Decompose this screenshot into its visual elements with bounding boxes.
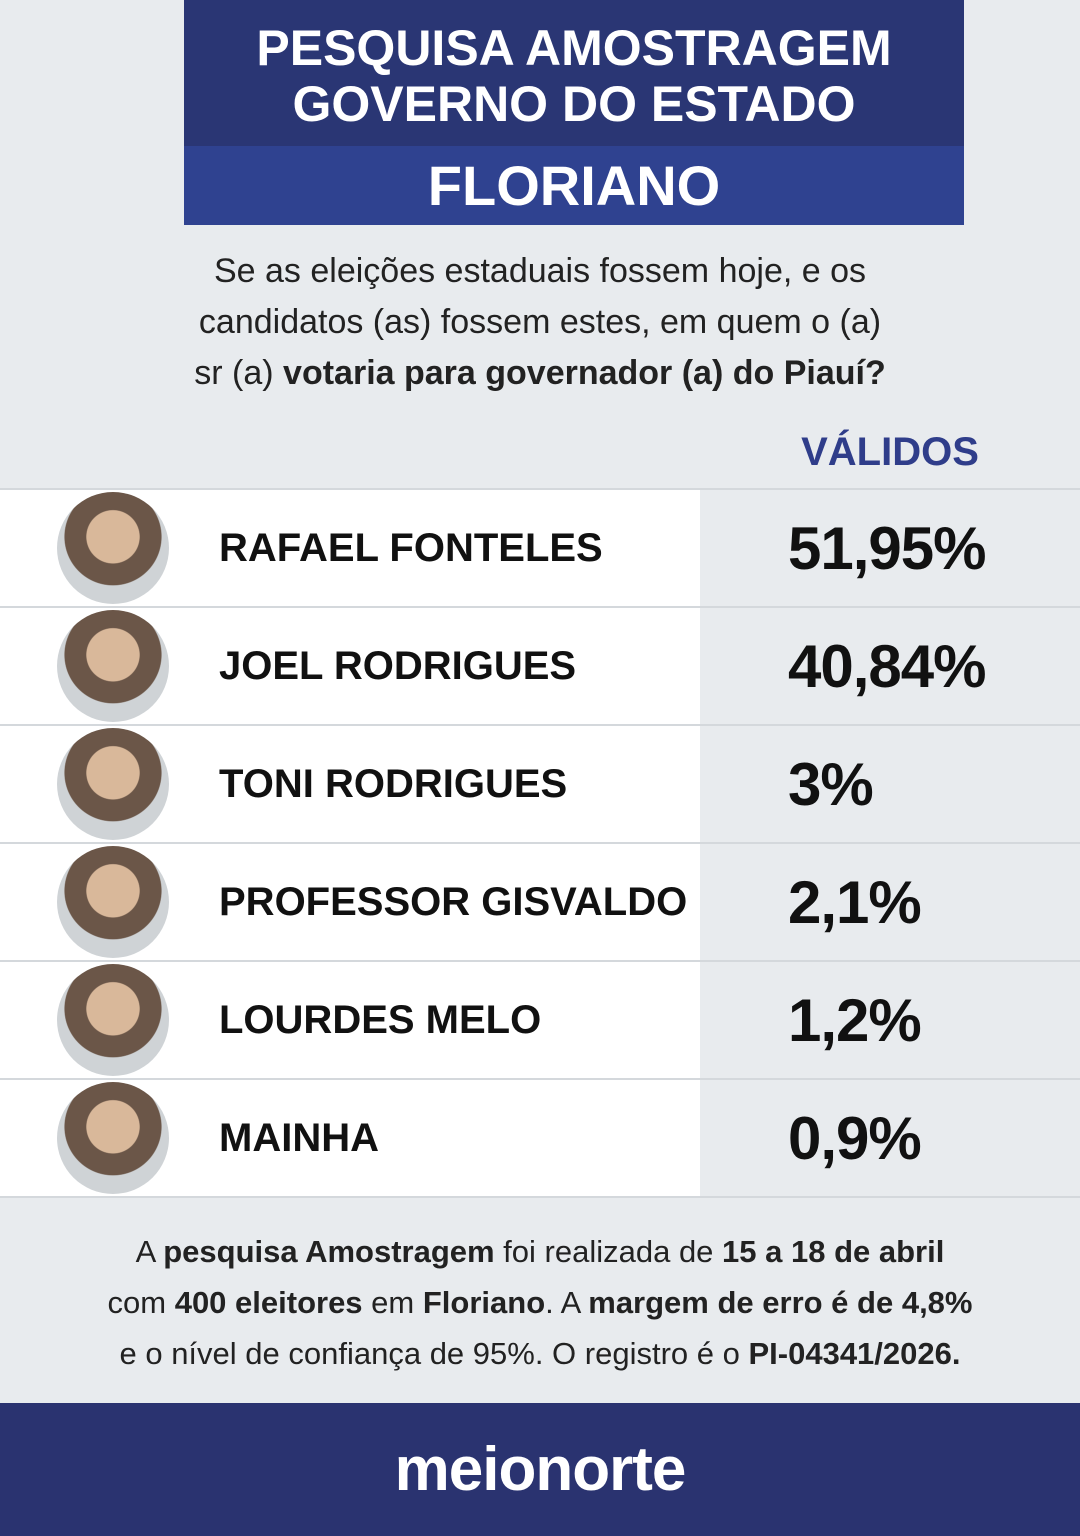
text: A [135,1234,164,1269]
candidate-photo [57,1082,169,1194]
candidate-name: MAINHA [219,1115,379,1160]
text: Se as eleições estaduais fossem hoje, e … [213,252,867,290]
text: foi realizada de [494,1234,723,1269]
candidate-name: JOEL RODRIGUES [219,643,577,688]
text: e o nível de confiança de 95%. O registr… [119,1336,749,1371]
text-line: Se as eleições estaduais fossem hoje, e … [0,246,1080,297]
percentage: 3% [788,750,874,818]
candidate-photo [57,846,169,958]
candidate-name: RAFAEL FONTELES [219,525,603,570]
name-cell: MAINHA [0,1080,700,1196]
candidate-photo [57,964,169,1076]
value-cell: 51,95% [700,490,1080,606]
results-table: RAFAEL FONTELES 51,95% JOEL RODRIGUES 40,84… [0,488,1080,1198]
candidate-name: PROFESSOR GISVALDO [219,879,688,924]
value-cell: 40,84% [700,608,1080,724]
text-line: A pesquisa Amostragem foi realizada de 1… [0,1226,1080,1277]
name-cell: LOURDES MELO [0,962,700,1078]
percentage: 0,9% [788,1104,922,1172]
bold-text: margem de erro é de 4,8% [588,1285,973,1320]
text: sr (a) [194,354,284,392]
bold-text: PI-04341/2026. [748,1336,961,1371]
header: PESQUISA AMOSTRAGEM GOVERNO DO ESTADO FL… [184,0,964,225]
table-row: MAINHA 0,9% [0,1078,1080,1198]
bold-text: pesquisa Amostragem [163,1234,495,1269]
text: com [107,1285,175,1320]
name-cell: RAFAEL FONTELES [0,490,700,606]
title-line: PESQUISA AMOSTRAGEM [256,20,892,76]
candidate-name: LOURDES MELO [219,997,542,1042]
header-city: FLORIANO [184,146,964,225]
value-cell: 0,9% [700,1080,1080,1196]
candidate-photo [57,492,169,604]
footer: meionorte [0,1403,1080,1536]
bold-text: 15 a 18 de abril [722,1234,945,1269]
name-cell: TONI RODRIGUES [0,726,700,842]
value-cell: 3% [700,726,1080,842]
table-row: TONI RODRIGUES 3% [0,724,1080,842]
name-cell: PROFESSOR GISVALDO [0,844,700,960]
text: . A [545,1285,589,1320]
value-cell: 2,1% [700,844,1080,960]
percentage: 1,2% [788,986,922,1054]
percentage: 51,95% [788,514,986,582]
text: candidatos (as) fossem estes, em quem o … [198,303,882,341]
name-cell: JOEL RODRIGUES [0,608,700,724]
text-line: sr (a) votaria para governador (a) do Pi… [0,348,1080,399]
text-line: com 400 eleitores em Floriano. A margem … [0,1277,1080,1328]
table-row: LOURDES MELO 1,2% [0,960,1080,1078]
question: Se as eleições estaduais fossem hoje, e … [0,246,1080,399]
text: em [362,1285,423,1320]
candidate-name: TONI RODRIGUES [219,761,568,806]
footnote: A pesquisa Amostragem foi realizada de 1… [0,1226,1080,1379]
title-line: GOVERNO DO ESTADO [292,76,856,132]
bold-text: 400 eleitores [174,1285,363,1320]
table-row: JOEL RODRIGUES 40,84% [0,606,1080,724]
bold-text: Floriano [422,1285,546,1320]
candidate-photo [57,728,169,840]
percentage: 40,84% [788,632,986,700]
candidate-photo [57,610,169,722]
column-header: VÁLIDOS [801,430,979,474]
percentage: 2,1% [788,868,922,936]
bold-text: votaria para governador (a) do Piauí? [283,354,886,392]
text-line: candidatos (as) fossem estes, em quem o … [0,297,1080,348]
value-cell: 1,2% [700,962,1080,1078]
table-row: RAFAEL FONTELES 51,95% [0,488,1080,606]
logo: meionorte [394,1435,687,1504]
table-row: PROFESSOR GISVALDO 2,1% [0,842,1080,960]
text-line: e o nível de confiança de 95%. O registr… [0,1328,1080,1379]
header-title: PESQUISA AMOSTRAGEM GOVERNO DO ESTADO [184,0,964,146]
